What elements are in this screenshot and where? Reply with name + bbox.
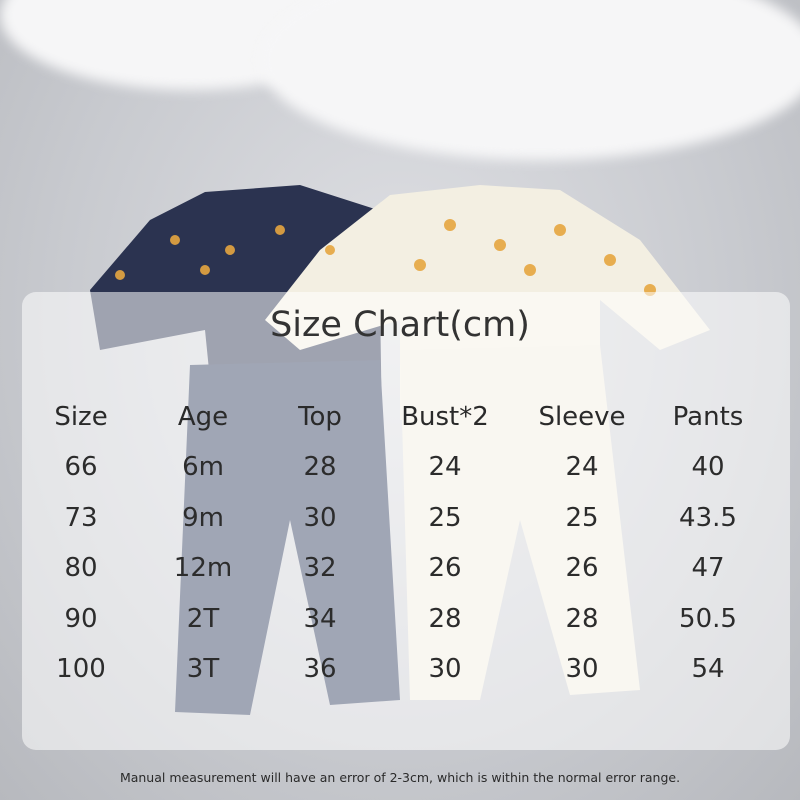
- measurement-note: Manual measurement will have an error of…: [119, 770, 681, 785]
- cell-top: 32: [303, 553, 337, 583]
- white-sheet: [260, 0, 800, 160]
- cell-sleeve: 26: [565, 553, 599, 583]
- cell-sleeve: 30: [565, 654, 599, 684]
- header-bust: Bust*2: [401, 402, 489, 432]
- cell-age: 9m: [182, 502, 224, 533]
- cell-pants: 54: [691, 654, 725, 684]
- header-top: Top: [298, 402, 342, 432]
- cell-top: 36: [303, 654, 337, 684]
- cell-pants: 47: [691, 553, 725, 583]
- header-age: Age: [177, 402, 229, 432]
- cell-pants: 40: [691, 452, 725, 482]
- lemon-print: [115, 219, 656, 296]
- cell-bust: 26: [428, 553, 462, 583]
- cell-top: 34: [303, 603, 337, 634]
- cell-top: 28: [303, 452, 337, 482]
- cell-top: 30: [303, 502, 337, 533]
- cell-size: 90: [64, 603, 98, 634]
- cell-sleeve: 24: [565, 452, 599, 482]
- header-pants: Pants: [672, 402, 744, 432]
- cell-bust: 28: [428, 603, 462, 634]
- cell-size: 100: [56, 654, 106, 684]
- cell-bust: 25: [428, 502, 462, 533]
- cell-size: 73: [64, 502, 98, 533]
- size-chart-panel: [22, 292, 790, 750]
- cell-age: 3T: [186, 654, 220, 684]
- cell-sleeve: 28: [565, 603, 599, 634]
- header-sleeve: Sleeve: [538, 402, 626, 432]
- cell-bust: 30: [428, 654, 462, 684]
- cell-sleeve: 25: [565, 502, 599, 533]
- cell-pants: 43.5: [679, 502, 737, 533]
- header-size: Size: [54, 402, 108, 432]
- cell-bust: 24: [428, 452, 462, 482]
- cell-age: 2T: [186, 603, 220, 634]
- cell-size: 80: [64, 553, 98, 583]
- cell-size: 66: [64, 452, 98, 482]
- cell-age: 12m: [173, 553, 233, 583]
- cell-pants: 50.5: [679, 603, 737, 634]
- cell-age: 6m: [182, 452, 224, 482]
- chart-title: Size Chart(cm): [270, 305, 530, 345]
